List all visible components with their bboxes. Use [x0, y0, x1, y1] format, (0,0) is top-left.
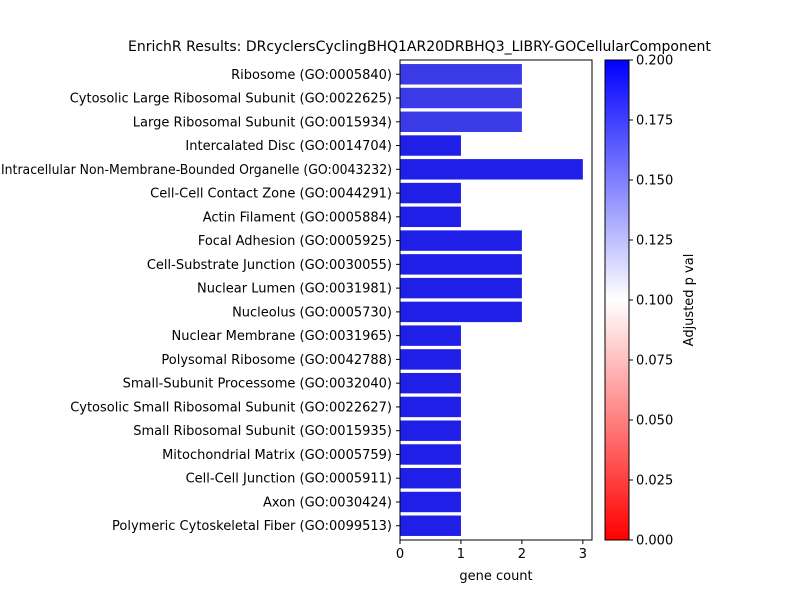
category-label: Ribosome (GO:0005840): [231, 68, 392, 83]
category-label: Cytosolic Small Ribosomal Subunit (GO:00…: [70, 400, 392, 415]
category-label: Actin Filament (GO:0005884): [203, 210, 392, 225]
category-label: Mitochondrial Matrix (GO:0005759): [162, 448, 392, 463]
bar: [400, 420, 461, 441]
colorbar-tick-label: 0.025: [636, 474, 673, 489]
category-label: Cell-Cell Contact Zone (GO:0044291): [150, 187, 392, 202]
bar: [400, 111, 522, 132]
chart-title: EnrichR Results: DRcyclersCyclingBHQ1AR2…: [128, 39, 711, 55]
x-axis-ticks: 0 1 2 3: [396, 540, 587, 562]
colorbar-tick-label: 0.150: [636, 174, 673, 189]
category-label: Intercalated Disc (GO:0014704): [185, 139, 392, 154]
colorbar-tick-label: 0.200: [636, 54, 673, 69]
bar: [400, 325, 461, 346]
colorbar-tick-label: 0.075: [636, 354, 673, 369]
bar: [400, 182, 461, 204]
category-label: Axon (GO:0030424): [263, 495, 392, 510]
bar: [400, 254, 522, 275]
category-label: Cell-Substrate Junction (GO:0030055): [147, 258, 392, 273]
bar: [400, 349, 461, 370]
colorbar-tick-label: 0.125: [636, 234, 673, 249]
category-label: Nucleolus (GO:0005730): [232, 305, 392, 320]
colorbar-tick-label: 0.100: [636, 294, 673, 309]
category-label: Polymeric Cytoskeletal Fiber (GO:0099513…: [112, 519, 392, 534]
category-label: Small Ribosomal Subunit (GO:0015935): [133, 424, 392, 439]
bar: [400, 468, 461, 489]
x-tick-label: 3: [579, 547, 587, 562]
colorbar-ticks: 0.000 0.025 0.050 0.075 0.100 0.125 0.150 0.175…: [629, 54, 673, 549]
colorbar-tick-label: 0.175: [636, 114, 673, 129]
category-labels: Ribosome (GO:0005840) Cytosolic Large Rib…: [1, 68, 400, 534]
category-label: Small-Subunit Processome (GO:0032040): [123, 377, 392, 392]
colorbar-tick-label: 0.050: [636, 414, 673, 429]
bar: [400, 372, 461, 394]
bar: [400, 277, 522, 299]
category-label: Cytosolic Large Ribosomal Subunit (GO:00…: [70, 92, 392, 107]
bar: [400, 159, 583, 180]
category-label: Cell-Cell Junction (GO:0005911): [186, 472, 392, 487]
category-label: Nuclear Lumen (GO:0031981): [197, 282, 392, 297]
bar: [400, 301, 522, 323]
bar: [400, 515, 461, 536]
category-label: Large Ribosomal Subunit (GO:0015934): [133, 115, 392, 130]
colorbar: [604, 59, 630, 541]
category-label: Focal Adhesion (GO:0005925): [198, 234, 392, 249]
colorbar-tick-label: 0.000: [636, 534, 673, 549]
bar: [400, 206, 461, 228]
bars-layer: [400, 64, 583, 536]
bar: [400, 491, 461, 513]
bar: [400, 444, 461, 465]
bar: [400, 87, 522, 109]
bar: [400, 230, 522, 251]
bar: [400, 135, 461, 156]
x-tick-label: 2: [518, 547, 526, 562]
plot-frame: [399, 59, 593, 541]
category-label: Polysomal Ribosome (GO:0042788): [161, 353, 392, 368]
colorbar-label: Adjusted p val: [682, 254, 697, 347]
category-label: Nuclear Membrane (GO:0031965): [172, 329, 392, 344]
bar: [400, 64, 522, 85]
x-tick-label: 0: [396, 547, 404, 562]
x-tick-label: 1: [457, 547, 465, 562]
x-axis-label: gene count: [459, 569, 532, 584]
bar: [400, 396, 461, 418]
category-label: Intracellular Non-Membrane-Bounded Organ…: [1, 163, 392, 178]
